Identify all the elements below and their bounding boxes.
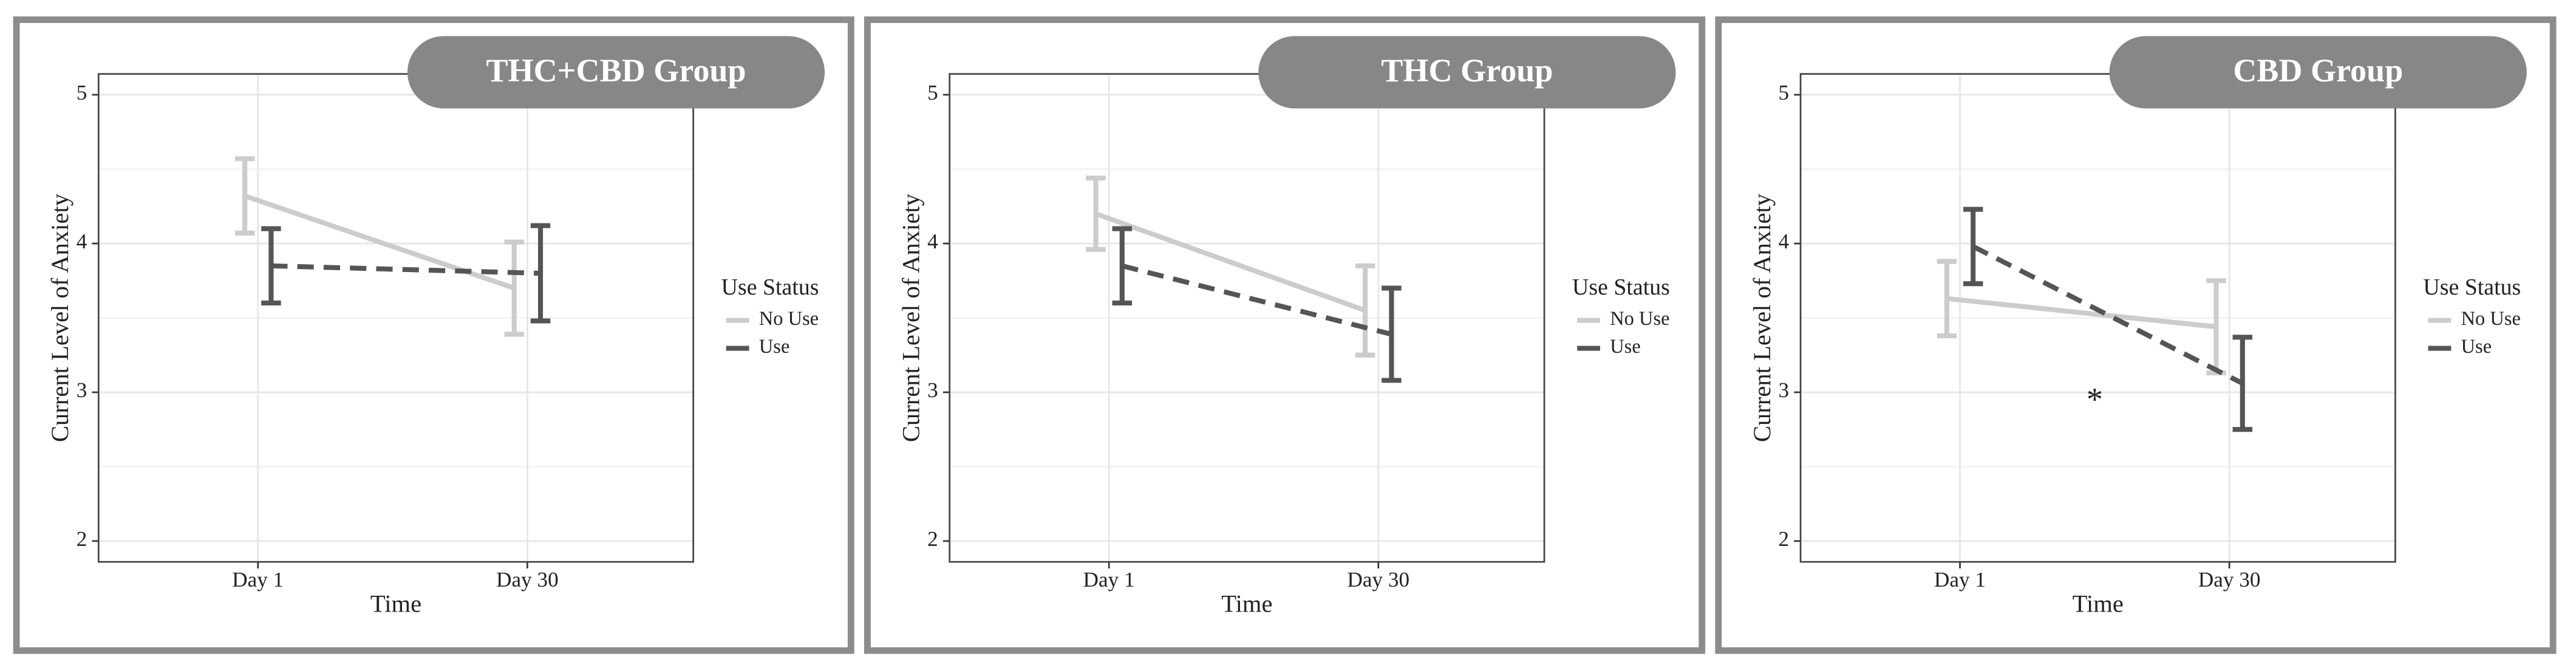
y-tick-label: 2 (1779, 527, 1790, 551)
title-pill (407, 36, 825, 109)
panel-border (864, 16, 1706, 654)
panel-border (1715, 16, 2557, 654)
legend-label: No Use (1610, 308, 1669, 330)
series-line (1946, 296, 2217, 330)
annotation: * (2087, 381, 2103, 418)
y-tick-label: 3 (77, 378, 87, 402)
y-tick-label: 5 (77, 81, 87, 104)
series-line (1972, 244, 2244, 386)
x-tick-label: Day 30 (1348, 568, 1410, 591)
legend-title: Use Status (2423, 274, 2521, 300)
x-tick-label: Day 30 (496, 568, 559, 591)
y-tick-label: 4 (927, 230, 938, 253)
y-axis-title: Current Level of Anxiety (897, 193, 924, 442)
legend-label: No Use (2461, 308, 2521, 330)
error-bar (1086, 176, 1106, 252)
series-line (1121, 263, 1392, 337)
legend-title: Use Status (1572, 274, 1670, 300)
error-bar (261, 226, 281, 306)
y-tick-label: 5 (1779, 81, 1790, 104)
error-bar (234, 156, 255, 236)
panel: 2 3 4 5 Day 1 Day 30 Time Current Level of Anxi… (1715, 16, 2557, 654)
x-tick-label: Day 1 (1934, 568, 1986, 591)
title-pill (2109, 36, 2527, 109)
y-tick-label: 4 (77, 230, 87, 253)
y-tick-label: 5 (927, 81, 938, 104)
error-bar (1937, 259, 1957, 338)
error-bar (1382, 285, 1402, 383)
x-axis-title: Time (370, 590, 421, 618)
panel: 2 3 4 5 Day 1 Day 30 Time Current Level of Anxi… (13, 16, 854, 654)
x-axis-title: Time (2073, 590, 2124, 618)
chart-title: THC+CBD Group (486, 52, 746, 89)
plot-frame (97, 73, 695, 563)
plot-frame (949, 73, 1545, 563)
legend-label: Use (1610, 336, 1640, 358)
chart-title: CBD Group (2233, 52, 2403, 89)
title-pill (1258, 36, 1676, 109)
x-tick-label: Day 1 (232, 568, 284, 591)
error-bar (2232, 335, 2253, 432)
panel: 2 3 4 5 Day 1 Day 30 Time Current Level of Anxi… (864, 16, 1706, 654)
chart-title: THC Group (1381, 52, 1553, 89)
panel-border (13, 16, 854, 654)
y-tick-label: 3 (927, 378, 938, 402)
y-axis-title: Current Level of Anxiety (46, 193, 73, 442)
error-bar (2206, 278, 2226, 376)
error-bar (1355, 263, 1375, 358)
legend-label: Use (759, 336, 789, 358)
series-line (1095, 211, 1366, 313)
legend-label: Use (2461, 336, 2492, 358)
error-bar (504, 239, 525, 337)
y-tick-label: 3 (1779, 378, 1790, 402)
x-tick-label: Day 30 (2198, 568, 2261, 591)
legend-label: No Use (759, 308, 819, 330)
y-tick-label: 4 (1779, 230, 1790, 253)
error-bar (1112, 226, 1133, 306)
x-axis-title: Time (1221, 590, 1272, 618)
plot-frame (1799, 73, 2396, 563)
y-axis-title: Current Level of Anxiety (1748, 193, 1776, 442)
legend-title: Use Status (721, 274, 819, 300)
series-line (271, 263, 541, 276)
error-bar (1963, 206, 1983, 287)
x-tick-label: Day 1 (1083, 568, 1135, 591)
y-tick-label: 2 (77, 527, 87, 551)
error-bar (530, 223, 551, 324)
y-tick-label: 2 (927, 527, 938, 551)
